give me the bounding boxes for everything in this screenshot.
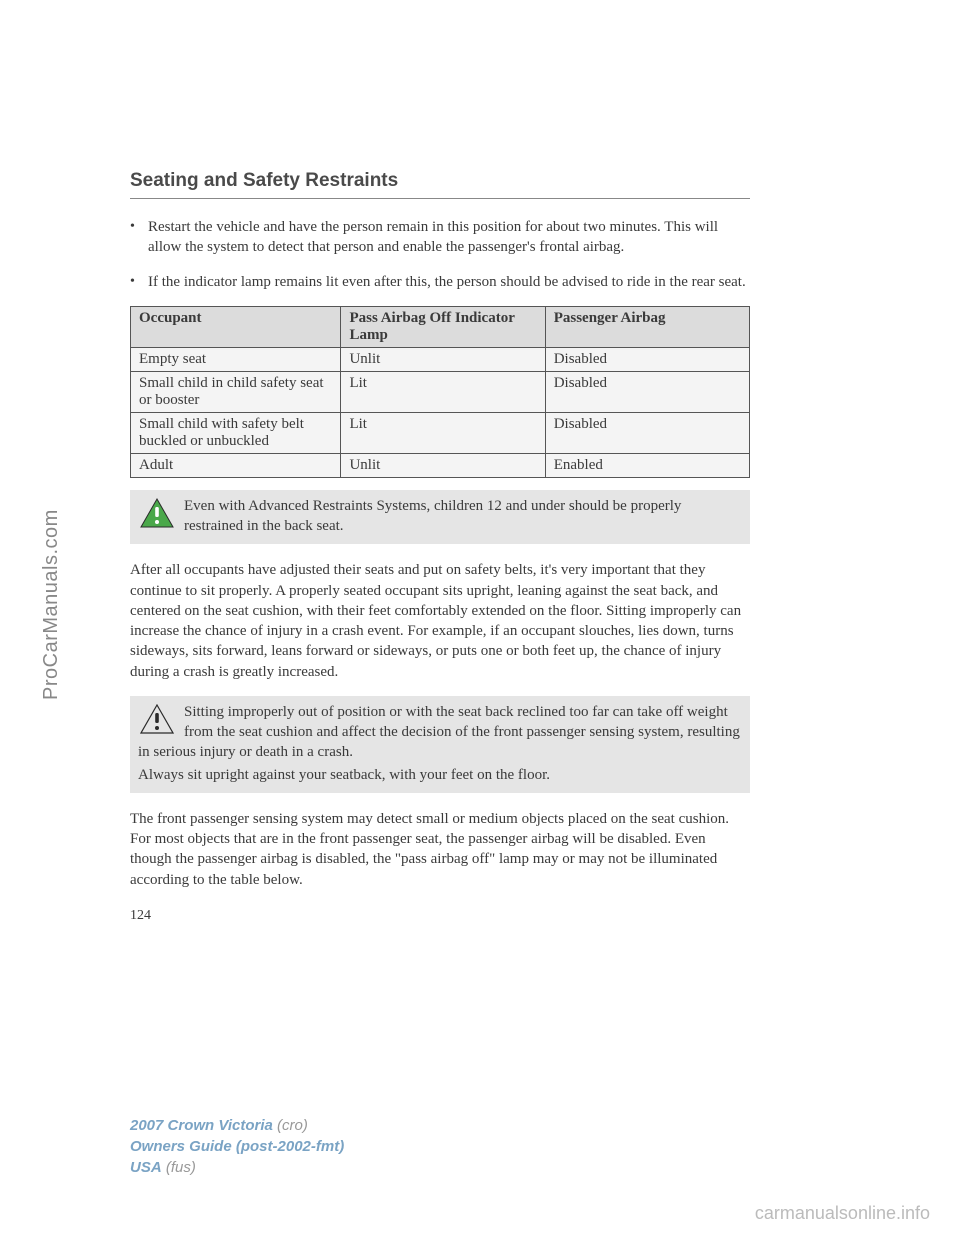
warning-text-line2: Always sit upright against your seatback… [138,765,742,785]
airbag-status-table: Occupant Pass Airbag Off Indicator Lamp … [130,306,750,478]
table-cell: Lit [341,412,545,453]
table-cell: Disabled [545,412,749,453]
bullet-item: • If the indicator lamp remains lit even… [130,272,750,292]
footer-region-code: (fus) [166,1159,196,1176]
footer-line: USA (fus) [130,1157,344,1178]
bottom-watermark: carmanualsonline.info [755,1203,930,1224]
body-paragraph: The front passenger sensing system may d… [130,809,750,890]
table-header: Occupant [131,306,341,347]
side-watermark: ProCarManuals.com [40,509,63,700]
bullet-dot: • [130,217,148,258]
footer: 2007 Crown Victoria (cro) Owners Guide (… [130,1115,344,1178]
footer-region: USA [130,1159,162,1176]
table-cell: Unlit [341,347,545,371]
table-row: Adult Unlit Enabled [131,453,750,477]
table-cell: Enabled [545,453,749,477]
table-row: Small child in child safety seat or boos… [131,371,750,412]
warning-triangle-icon [140,498,174,528]
table-row: Empty seat Unlit Disabled [131,347,750,371]
table-header: Passenger Airbag [545,306,749,347]
footer-model: 2007 Crown Victoria [130,1117,273,1134]
section-title: Seating and Safety Restraints [130,170,750,192]
footer-model-code: (cro) [277,1117,308,1134]
table-cell: Empty seat [131,347,341,371]
table-cell: Small child with safety belt buckled or … [131,412,341,453]
warning-triangle-icon [140,704,174,734]
table-cell: Small child in child safety seat or boos… [131,371,341,412]
bullet-dot: • [130,272,148,292]
table-header: Pass Airbag Off Indicator Lamp [341,306,545,347]
table-cell: Disabled [545,371,749,412]
bullet-text: Restart the vehicle and have the person … [148,217,750,258]
warning-text: Even with Advanced Restraints Systems, c… [184,498,681,534]
page-number: 124 [130,908,750,924]
footer-line: 2007 Crown Victoria (cro) [130,1115,344,1136]
footer-guide: Owners Guide (post-2002-fmt) [130,1138,344,1155]
table-header-row: Occupant Pass Airbag Off Indicator Lamp … [131,306,750,347]
warning-text: Sitting improperly out of position or wi… [138,704,740,761]
footer-line: Owners Guide (post-2002-fmt) [130,1136,344,1157]
table-cell: Disabled [545,347,749,371]
warning-box: Even with Advanced Restraints Systems, c… [130,490,750,545]
bullet-text: If the indicator lamp remains lit even a… [148,272,750,292]
table-cell: Lit [341,371,545,412]
warning-box: Sitting improperly out of position or wi… [130,696,750,793]
table-row: Small child with safety belt buckled or … [131,412,750,453]
page-content: Seating and Safety Restraints • Restart … [130,170,750,924]
body-paragraph: After all occupants have adjusted their … [130,560,750,682]
table-cell: Unlit [341,453,545,477]
bullet-item: • Restart the vehicle and have the perso… [130,217,750,258]
table-cell: Adult [131,453,341,477]
title-rule [130,198,750,199]
